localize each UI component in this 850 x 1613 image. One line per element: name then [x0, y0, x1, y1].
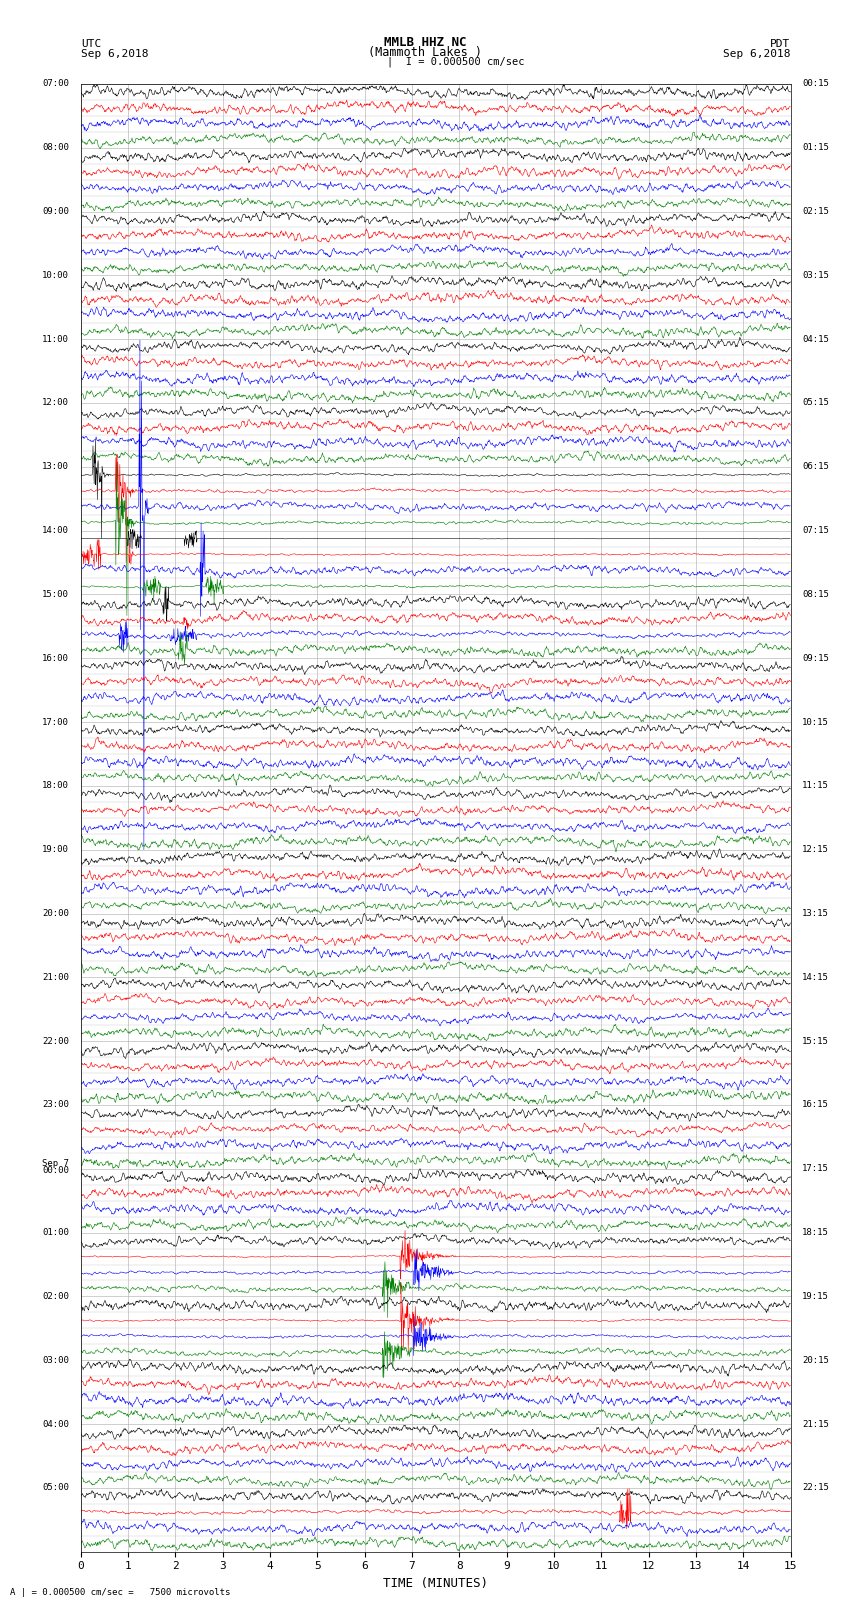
Text: 16:00: 16:00: [42, 653, 69, 663]
Text: 07:15: 07:15: [802, 526, 830, 536]
Text: 10:15: 10:15: [802, 718, 830, 726]
Text: 05:15: 05:15: [802, 398, 830, 408]
Text: 17:00: 17:00: [42, 718, 69, 726]
Text: (Mammoth Lakes ): (Mammoth Lakes ): [368, 45, 482, 58]
Text: 09:00: 09:00: [42, 206, 69, 216]
Text: 15:00: 15:00: [42, 590, 69, 598]
X-axis label: TIME (MINUTES): TIME (MINUTES): [383, 1578, 488, 1590]
Text: 03:15: 03:15: [802, 271, 830, 279]
Text: 02:15: 02:15: [802, 206, 830, 216]
Text: 02:00: 02:00: [42, 1292, 69, 1302]
Text: 11:15: 11:15: [802, 781, 830, 790]
Text: 12:15: 12:15: [802, 845, 830, 855]
Text: Sep 6,2018: Sep 6,2018: [81, 48, 148, 58]
Text: 18:00: 18:00: [42, 781, 69, 790]
Text: 01:00: 01:00: [42, 1227, 69, 1237]
Text: 13:15: 13:15: [802, 910, 830, 918]
Text: 03:00: 03:00: [42, 1357, 69, 1365]
Text: 22:00: 22:00: [42, 1037, 69, 1045]
Text: 00:15: 00:15: [802, 79, 830, 89]
Text: 06:15: 06:15: [802, 463, 830, 471]
Text: MMLB HHZ NC: MMLB HHZ NC: [383, 35, 467, 50]
Text: 07:00: 07:00: [42, 79, 69, 89]
Text: 17:15: 17:15: [802, 1165, 830, 1173]
Text: 19:15: 19:15: [802, 1292, 830, 1302]
Text: 20:00: 20:00: [42, 910, 69, 918]
Text: 14:15: 14:15: [802, 973, 830, 982]
Text: 05:00: 05:00: [42, 1484, 69, 1492]
Text: 04:15: 04:15: [802, 334, 830, 344]
Text: PDT: PDT: [770, 39, 790, 50]
Text: 00:00: 00:00: [42, 1166, 69, 1174]
Text: 12:00: 12:00: [42, 398, 69, 408]
Text: 21:00: 21:00: [42, 973, 69, 982]
Text: |  I = 0.000500 cm/sec: | I = 0.000500 cm/sec: [387, 56, 524, 66]
Text: 01:15: 01:15: [802, 144, 830, 152]
Text: 19:00: 19:00: [42, 845, 69, 855]
Text: 15:15: 15:15: [802, 1037, 830, 1045]
Text: 04:00: 04:00: [42, 1419, 69, 1429]
Text: 08:15: 08:15: [802, 590, 830, 598]
Text: 10:00: 10:00: [42, 271, 69, 279]
Text: 08:00: 08:00: [42, 144, 69, 152]
Text: A | = 0.000500 cm/sec =   7500 microvolts: A | = 0.000500 cm/sec = 7500 microvolts: [10, 1587, 230, 1597]
Text: 23:00: 23:00: [42, 1100, 69, 1110]
Text: 20:15: 20:15: [802, 1357, 830, 1365]
Text: 21:15: 21:15: [802, 1419, 830, 1429]
Text: 09:15: 09:15: [802, 653, 830, 663]
Text: 11:00: 11:00: [42, 334, 69, 344]
Text: 14:00: 14:00: [42, 526, 69, 536]
Text: Sep 7: Sep 7: [42, 1158, 69, 1168]
Text: 16:15: 16:15: [802, 1100, 830, 1110]
Text: Sep 6,2018: Sep 6,2018: [723, 48, 791, 58]
Text: 22:15: 22:15: [802, 1484, 830, 1492]
Text: UTC: UTC: [81, 39, 101, 50]
Text: 18:15: 18:15: [802, 1227, 830, 1237]
Text: 13:00: 13:00: [42, 463, 69, 471]
